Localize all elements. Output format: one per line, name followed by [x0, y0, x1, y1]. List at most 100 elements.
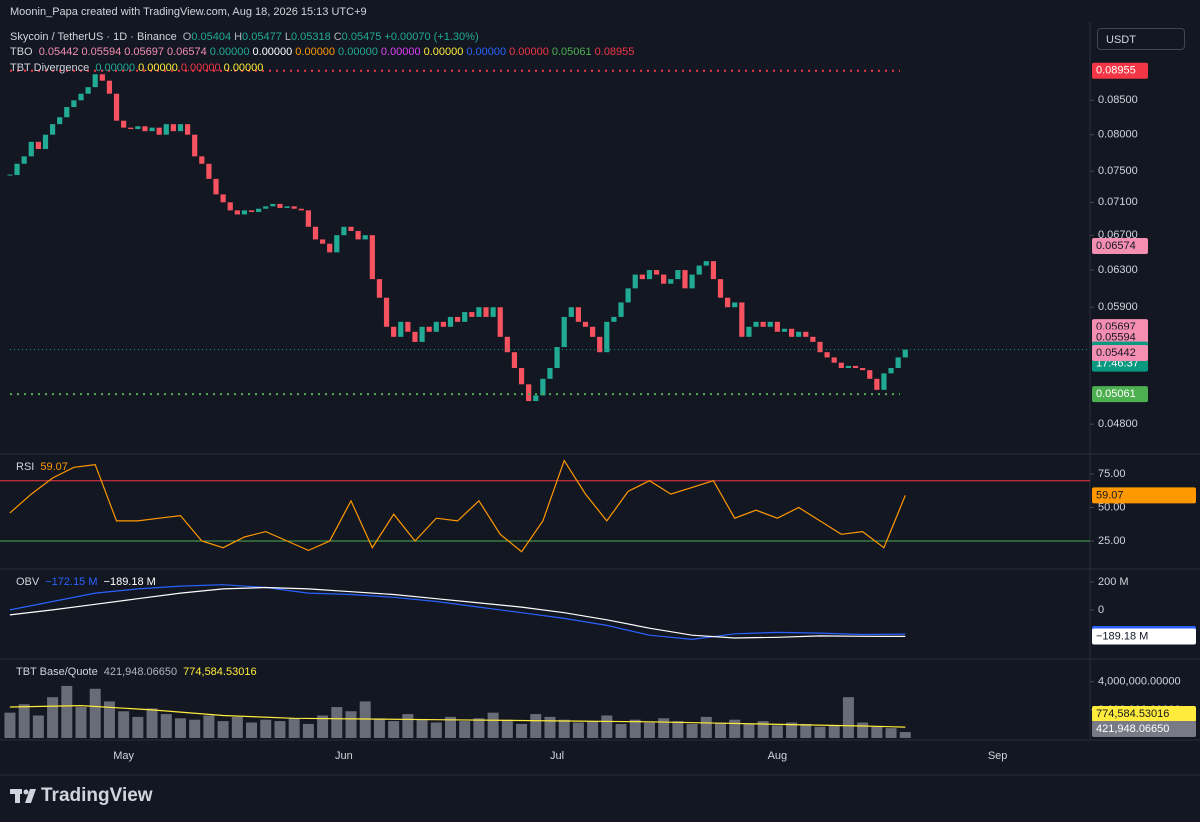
- price-label-bg: [1092, 62, 1148, 79]
- volume-bar: [899, 732, 911, 738]
- logo-shape: [23, 789, 29, 795]
- y-tick-label: 200 M: [1098, 576, 1129, 588]
- candle: [561, 316, 567, 348]
- volume-bar: [231, 716, 243, 738]
- candle: [163, 124, 169, 135]
- volume-bar: [302, 723, 314, 738]
- volume-bar: [416, 719, 428, 738]
- candle: [121, 120, 127, 128]
- volume-bar: [388, 721, 400, 738]
- price-label-bg: [1092, 345, 1148, 362]
- volume-bar: [402, 714, 414, 738]
- ohlc-value: 0.05477: [242, 31, 282, 43]
- currency-button[interactable]: USDT: [1097, 28, 1185, 50]
- price-label: 0.05594: [1096, 331, 1136, 343]
- divergence-value: 0.00000: [138, 62, 178, 74]
- y-tick-label: 0.06300: [1098, 264, 1138, 276]
- candle: [682, 270, 688, 289]
- candle: [85, 87, 91, 94]
- candle: [35, 141, 41, 150]
- candle: [113, 93, 120, 121]
- candle: [817, 341, 823, 353]
- legend-value: 421,948.06650: [104, 666, 177, 678]
- y-tick-label: 0.04800: [1098, 418, 1138, 430]
- candle: [99, 74, 105, 81]
- volume-bar: [558, 719, 570, 738]
- candle: [597, 336, 603, 353]
- candle: [362, 235, 368, 240]
- indicator-name: TBT Divergence: [10, 62, 90, 74]
- volume-bar: [203, 715, 215, 738]
- candle: [753, 321, 759, 327]
- candle: [369, 235, 375, 280]
- x-tick-label: Aug: [768, 750, 788, 762]
- volume-bar: [544, 716, 556, 738]
- price-label-bg: [1092, 329, 1148, 346]
- pane-title: OBV: [16, 576, 40, 588]
- logo-mark: [10, 789, 36, 803]
- candle: [440, 321, 446, 327]
- candle: [78, 93, 84, 101]
- candle: [796, 331, 802, 337]
- volume-bar: [331, 707, 343, 738]
- tbo-value: 0.05442: [38, 46, 79, 58]
- candle: [334, 235, 340, 253]
- candle: [582, 321, 589, 327]
- candle: [57, 117, 63, 125]
- candle: [170, 124, 176, 132]
- volume-bar: [487, 712, 499, 738]
- volume-bar: [288, 718, 300, 738]
- candle: [526, 384, 532, 402]
- candle: [590, 326, 596, 337]
- volume-bar: [103, 701, 115, 738]
- candle: [177, 124, 184, 132]
- candle: [184, 124, 191, 135]
- tbo-value: 0.00000: [252, 46, 293, 58]
- candle: [675, 270, 681, 280]
- volume-bar: [260, 719, 272, 738]
- candle: [867, 370, 873, 379]
- y-tick-label: 50.00: [1098, 501, 1126, 513]
- candle: [391, 326, 397, 337]
- volume-bar: [473, 718, 485, 738]
- tbo-value: 0.08955: [594, 46, 635, 58]
- volume-bar: [871, 726, 883, 738]
- line-series: [9, 584, 906, 641]
- candle: [14, 163, 20, 176]
- divergence-legend: TBT Divergence 0.00000 0.00000 0.00000 0.00…: [10, 62, 266, 74]
- last-value-label-bg: [1092, 487, 1196, 504]
- volume-bar: [800, 723, 812, 738]
- volume-bar: [118, 711, 130, 738]
- candle: [732, 302, 738, 308]
- candle: [206, 163, 212, 179]
- y-tick-label: 25.00: [1098, 535, 1126, 547]
- last-value-label-bg: [1092, 706, 1196, 722]
- y-tick-label: 75.00: [1098, 468, 1126, 480]
- candle: [327, 243, 333, 253]
- legend-value: 774,584.53016: [183, 666, 256, 678]
- candle: [213, 178, 219, 195]
- candle: [874, 378, 880, 390]
- volume-bar: [814, 726, 826, 738]
- volume-bar: [530, 714, 542, 738]
- volume-bar: [217, 721, 229, 738]
- symbol-legend: Skycoin / TetherUS · 1D · Binance O0.054…: [10, 31, 482, 43]
- candle: [540, 378, 546, 396]
- volume-bar: [246, 722, 258, 738]
- volume-bar: [146, 708, 158, 738]
- logo-shape: [25, 789, 36, 803]
- candle: [21, 156, 27, 164]
- candle: [376, 279, 383, 298]
- volume-bar: [174, 718, 186, 738]
- divergence-value: 0.00000: [223, 62, 264, 74]
- candle: [902, 349, 908, 358]
- volume-bar: [516, 723, 528, 738]
- y-tick-label: 0.07100: [1098, 196, 1138, 208]
- candle: [547, 368, 553, 379]
- volume-bar: [757, 721, 769, 738]
- candle: [632, 274, 638, 289]
- y-tick-label: 0.08000: [1098, 129, 1138, 141]
- candle: [845, 365, 852, 369]
- candle: [42, 134, 49, 150]
- candle: [710, 261, 717, 280]
